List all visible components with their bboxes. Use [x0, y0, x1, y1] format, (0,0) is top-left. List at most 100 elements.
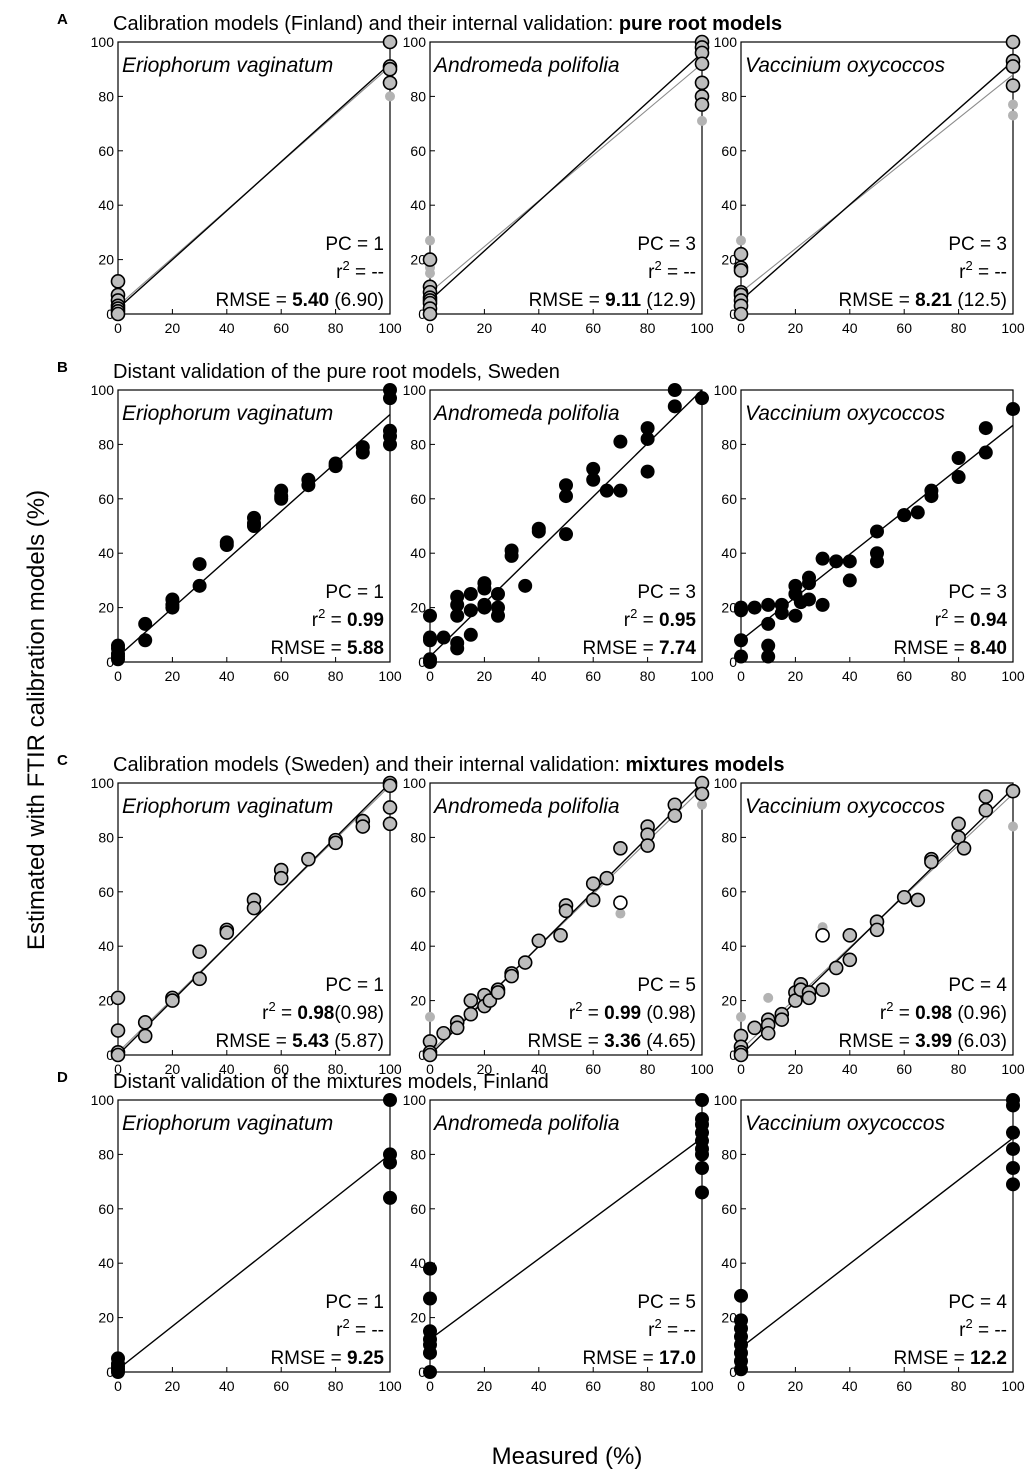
y-tick-label: 80	[98, 88, 114, 104]
y-tick-label: 0	[418, 1364, 426, 1380]
data-point	[477, 600, 492, 615]
data-point-gray	[736, 1011, 746, 1022]
data-point-ring	[422, 1047, 438, 1063]
data-point-ring	[747, 1020, 762, 1036]
rmse-value: 12.2	[970, 1348, 1007, 1369]
species-label: Andromeda polifolia	[432, 54, 620, 77]
data-point-ring	[192, 944, 207, 959]
scatter-panel: 0 20 40 60 80 100 0 20 40 60 80 100 Andromeda polifo…	[403, 775, 714, 1077]
data-point-ring	[774, 1012, 790, 1027]
species-label: Andromeda polifolia	[432, 402, 620, 425]
data-point	[842, 554, 857, 569]
y-tick-label: 40	[721, 938, 737, 954]
data-point-ring	[246, 900, 262, 916]
y-tick-label: 20	[98, 600, 114, 616]
r2-value: --	[683, 1320, 696, 1341]
species-label: Andromeda polifolia	[432, 1112, 620, 1135]
data-point	[504, 548, 519, 563]
data-point-gray	[425, 235, 435, 246]
regression-line	[117, 413, 391, 658]
data-point-ring	[694, 97, 710, 112]
x-tick-label: 0	[737, 1378, 745, 1394]
row-title: Distant validation of the pure root mode…	[113, 361, 560, 383]
data-point	[640, 431, 655, 446]
x-tick-label: 80	[951, 320, 967, 336]
y-tick-label: 60	[98, 491, 114, 507]
rmse-extra: (4.65)	[641, 1031, 696, 1052]
species-label: Vaccinium oxycoccos	[745, 402, 945, 425]
data-point	[463, 587, 478, 601]
x-tick-label: 60	[273, 1061, 289, 1077]
rmse-value: 5.43	[292, 1031, 329, 1052]
r2-value: --	[371, 262, 384, 283]
rmse-value: 8.21	[915, 290, 952, 311]
row-title-text: Calibration models (Sweden) and their in…	[113, 754, 626, 776]
x-tick-label: 40	[531, 320, 547, 336]
data-point	[274, 491, 289, 506]
data-point-ring	[1005, 34, 1021, 50]
y-tick-label: 100	[714, 34, 738, 50]
data-point	[695, 1147, 709, 1162]
y-tick-label: 60	[98, 1201, 114, 1217]
data-point-gray	[385, 91, 395, 102]
data-point	[559, 489, 573, 504]
x-tick-label: 0	[737, 668, 745, 684]
y-tick-label: 0	[729, 1047, 737, 1063]
x-tick-label: 40	[842, 320, 858, 336]
x-tick-label: 80	[951, 668, 967, 684]
x-tick-label: 20	[788, 1061, 804, 1077]
y-tick-label: 0	[729, 654, 737, 670]
data-point-ring	[828, 960, 844, 976]
pc-label: PC = 1	[325, 1292, 384, 1313]
rmse-extra: (6.03)	[952, 1031, 1007, 1052]
data-point-ring	[301, 851, 316, 867]
y-tick-label: 20	[721, 1310, 737, 1326]
y-tick-label: 80	[98, 436, 114, 452]
r2-equals: =	[325, 610, 347, 631]
x-tick-label: 100	[378, 668, 402, 684]
pc-label: PC = 3	[637, 234, 696, 255]
r2-superscript: 2	[342, 1316, 349, 1331]
r2-superscript: 2	[318, 606, 325, 621]
data-point	[802, 592, 816, 607]
rmse-extra: (5.87)	[329, 1031, 384, 1052]
y-tick-label: 0	[106, 306, 114, 322]
scatter-panel: 0 20 40 60 80 100 0 20 40 60 80 100 Andromeda polifo…	[403, 1092, 714, 1394]
x-tick-label: 100	[1001, 1378, 1025, 1394]
r2-value: --	[683, 262, 696, 283]
data-point	[640, 421, 655, 436]
data-point	[450, 597, 465, 612]
data-point	[734, 1362, 748, 1377]
plot-frame	[740, 41, 1014, 315]
data-point-ring	[978, 789, 994, 804]
r2-symbol: r	[880, 1003, 887, 1024]
row-title: Calibration models (Finland) and their i…	[113, 13, 782, 35]
panel-letter: A	[57, 11, 68, 28]
data-point-ring	[504, 968, 519, 984]
r2-equals: =	[350, 1320, 372, 1341]
r2-value: 0.98	[915, 1003, 952, 1024]
y-axis-label: Estimated with FTIR calibration models (…	[23, 490, 50, 950]
data-point	[761, 649, 776, 664]
data-point-ring	[613, 840, 628, 856]
scatter-panel: 0 20 40 60 80 100 0 20 40 60 80 100 Eriophorum vagin…	[91, 1092, 402, 1394]
r2-equals: =	[948, 610, 970, 631]
x-tick-label: 0	[114, 320, 122, 336]
data-point-ring	[137, 1028, 153, 1044]
rmse-label: RMSE = 7.74	[582, 638, 696, 659]
r2-equals: =	[973, 1320, 995, 1341]
y-tick-label: 20	[410, 993, 426, 1009]
data-point	[463, 603, 478, 618]
species-label: Eriophorum vaginatum	[122, 54, 333, 77]
r2-label: r2 = --	[648, 258, 696, 283]
pc-label: PC = 4	[948, 1292, 1007, 1313]
data-point-ring	[328, 835, 343, 851]
regression-line	[117, 1153, 391, 1370]
x-tick-label: 40	[842, 668, 858, 684]
r2-label: r2 = 0.98 (0.96)	[880, 999, 1007, 1024]
data-point	[423, 1261, 437, 1276]
y-tick-label: 20	[410, 252, 426, 268]
y-tick-label: 0	[106, 654, 114, 670]
r2-equals: =	[662, 1320, 684, 1341]
r2-symbol: r	[336, 1320, 343, 1341]
